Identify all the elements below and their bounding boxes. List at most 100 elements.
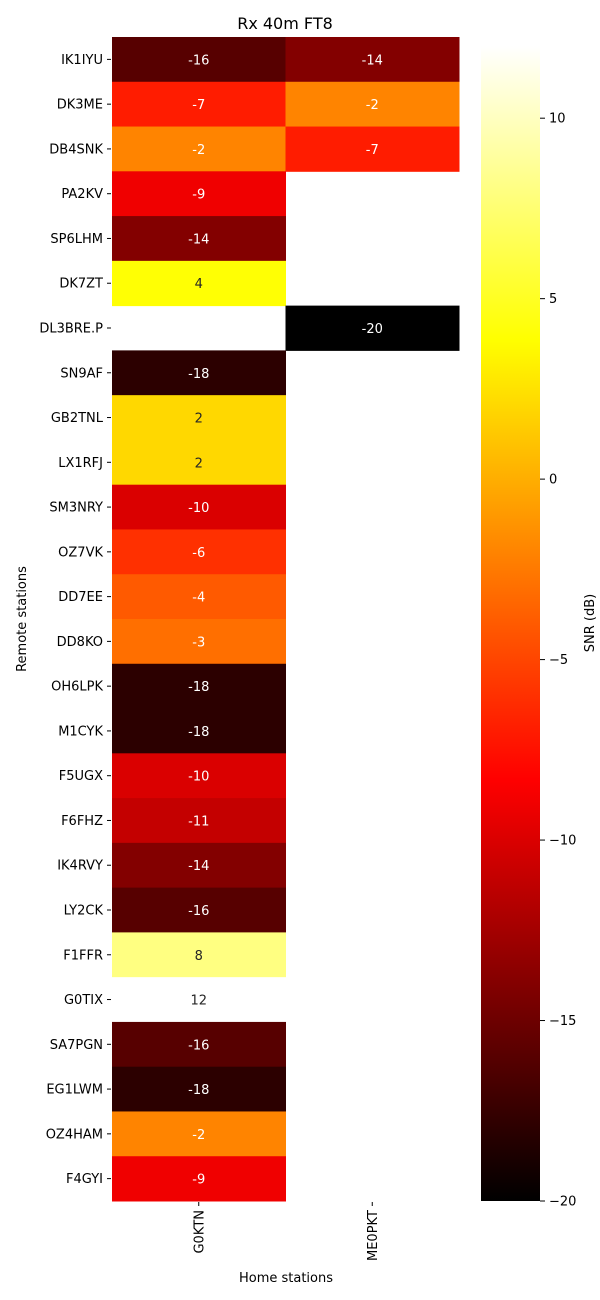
y-tick-label: DB4SNK (49, 142, 103, 157)
cell-value-label: -16 (188, 1038, 209, 1053)
heatmap-cell (112, 932, 286, 978)
cell-value-label: -10 (188, 770, 209, 785)
y-tick-label: G0TIX (64, 993, 103, 1008)
cell-value-label: -3 (192, 635, 205, 650)
y-tick-label: F6FHZ (61, 814, 103, 829)
colorbar-tick-label: 10 (549, 112, 566, 127)
colorbar (481, 46, 540, 1201)
heatmap-cell (112, 708, 286, 754)
heatmap-cell (112, 753, 286, 799)
cell-value-label: 8 (195, 949, 203, 964)
cell-value-label: -20 (362, 322, 383, 337)
y-tick-label: OH6LPK (51, 680, 103, 695)
y-tick-label: OZ7VK (58, 545, 103, 560)
heatmap-cell (112, 484, 286, 530)
cell-value-label: -18 (188, 367, 209, 382)
heatmap-cell (112, 798, 286, 844)
cell-value-label: -4 (192, 591, 205, 606)
cell-value-label: -16 (188, 53, 209, 68)
y-tick-label: F5UGX (59, 769, 103, 784)
heatmap-cell (285, 37, 460, 83)
colorbar-label: SNR (dB) (583, 594, 598, 652)
cell-value-label: -18 (188, 725, 209, 740)
y-tick-label: IK1IYU (61, 53, 103, 68)
cell-value-label: -10 (188, 501, 209, 516)
heatmap-cell (112, 887, 286, 933)
cell-value-label: 2 (195, 456, 203, 471)
heatmap-cell (112, 126, 286, 172)
cell-value-label: -11 (188, 814, 209, 829)
y-tick-label: F1FFR (63, 948, 103, 963)
y-tick-label: EG1LWM (46, 1083, 103, 1098)
y-tick-label: LX1RFJ (58, 456, 103, 471)
y-tick-label: F4GYI (66, 1172, 103, 1187)
y-tick-label: IK4RVY (57, 859, 103, 874)
colorbar-tick-label: −15 (549, 1014, 576, 1029)
cell-value-label: -2 (192, 143, 205, 158)
cell-value-label: -7 (366, 143, 379, 158)
y-tick-labels: IK1IYU DK3ME DB4SNK PA2KV SP6LHM DK7ZT DL3BRE.… (39, 53, 111, 1187)
heatmap-cell (112, 37, 286, 83)
heatmap-cell (112, 1066, 286, 1112)
heatmap-cell (112, 663, 286, 710)
y-tick-label: OZ4HAM (46, 1127, 103, 1142)
heatmap-cell (112, 395, 286, 441)
colorbar-tick-label: −10 (549, 834, 576, 849)
y-axis-label: Remote stations (15, 566, 30, 672)
y-tick-label: DK7ZT (59, 277, 103, 292)
heatmap-cell (112, 260, 286, 307)
cell-value-label: -9 (192, 188, 205, 203)
colorbar-tick-label: 5 (549, 292, 557, 307)
y-tick-label: SP6LHM (50, 232, 103, 247)
heatmap-cell (112, 81, 286, 128)
heatmap-cell (112, 1021, 286, 1068)
y-tick-label: M1CYK (58, 724, 103, 739)
heatmap-cell (112, 842, 286, 889)
cell-value-label: -14 (362, 53, 383, 68)
chart-title: Rx 40m FT8 (237, 14, 333, 33)
cell-value-label: -7 (192, 98, 205, 113)
cell-value-label: -18 (188, 680, 209, 695)
y-tick-label: SN9AF (60, 366, 103, 381)
x-tick-label: G0KTN (192, 1210, 207, 1254)
y-tick-label: SM3NRY (49, 501, 103, 516)
heatmap-cells: -16 -14 -7 -2 -2 -7 -9 -14 4 -20 -18 2 2 -10 -6 -4 -3 -18… (112, 37, 460, 1202)
cell-value-label: 2 (195, 412, 203, 427)
colorbar-tick-label: −20 (549, 1195, 576, 1210)
heatmap-cell (285, 305, 460, 351)
cell-value-label: -16 (188, 904, 209, 919)
heatmap-cell (112, 977, 286, 1023)
heatmap-cell (112, 350, 286, 396)
heatmap-cell (112, 439, 286, 486)
heatmap-cell (112, 574, 286, 620)
heatmap-cell (112, 216, 286, 262)
y-tick-label: DK3ME (57, 98, 103, 113)
y-tick-label: PA2KV (61, 187, 103, 202)
cell-value-label: -14 (188, 232, 209, 247)
heatmap-cell (112, 1111, 286, 1157)
heatmap-cell (285, 81, 460, 128)
cell-value-label: -2 (366, 98, 379, 113)
y-tick-label: DD7EE (58, 590, 103, 605)
x-tick-labels: G0KTN ME0PKT (192, 1202, 381, 1261)
x-tick-label: ME0PKT (366, 1210, 381, 1261)
heatmap-cell (112, 529, 286, 575)
cell-value-label: -18 (188, 1083, 209, 1098)
y-tick-label: LY2CK (64, 904, 104, 919)
cell-value-label: -14 (188, 859, 209, 874)
cell-value-label: -2 (192, 1128, 205, 1143)
y-tick-label: DD8KO (57, 635, 103, 650)
cell-value-label: 12 (190, 994, 207, 1009)
heatmap-cell (112, 171, 286, 217)
cell-value-label: -9 (192, 1173, 205, 1188)
y-tick-label: GB2TNL (51, 411, 104, 426)
x-axis-label: Home stations (239, 1271, 333, 1286)
heatmap-cell (112, 619, 286, 665)
colorbar-ticks: 10 5 0 −5 −10 −15 −20 (540, 112, 576, 1210)
y-tick-label: DL3BRE.P (39, 322, 103, 337)
cell-value-label: 4 (195, 277, 203, 292)
cell-value-label: -6 (192, 546, 205, 561)
y-tick-label: SA7PGN (50, 1038, 103, 1053)
heatmap-cell (285, 126, 460, 172)
